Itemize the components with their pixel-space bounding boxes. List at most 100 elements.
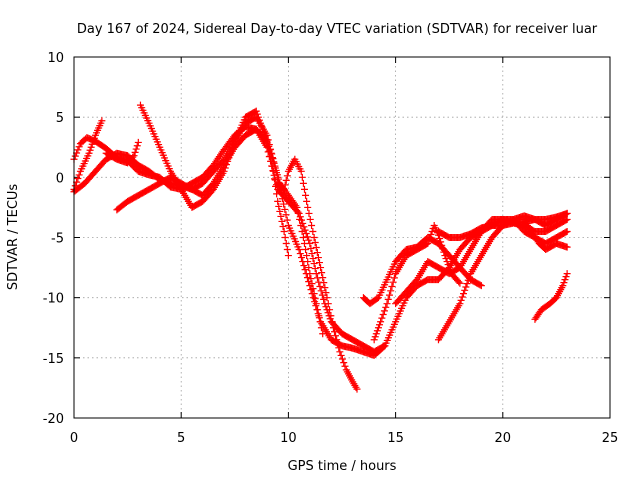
y-tick-label: -20 (43, 412, 64, 427)
data-point (304, 203, 312, 211)
data-point (380, 307, 388, 315)
data-point (306, 215, 314, 223)
data-point (263, 137, 271, 145)
data-point (260, 129, 268, 137)
data-point (277, 212, 285, 220)
data-point (265, 142, 273, 150)
data-point (314, 254, 322, 262)
data-point (463, 280, 471, 288)
data-point (315, 259, 323, 267)
data-point (307, 275, 315, 283)
series-track-14 (531, 270, 571, 323)
data-point (389, 278, 397, 286)
data-point (340, 359, 348, 367)
data-point (262, 136, 270, 144)
data-point (327, 312, 335, 320)
data-point (461, 286, 469, 294)
data-point (303, 252, 311, 260)
data-point (324, 300, 332, 308)
data-point (300, 240, 308, 248)
data-point (300, 223, 308, 231)
data-point (226, 151, 234, 159)
data-point (220, 167, 228, 175)
data-point (303, 233, 311, 241)
data-point (341, 362, 349, 370)
data-point (476, 281, 484, 289)
data-point (309, 255, 317, 263)
data-point (266, 146, 274, 154)
data-point (280, 227, 288, 235)
data-point (379, 311, 387, 319)
data-point (323, 294, 331, 302)
data-point (464, 276, 472, 284)
y-tick-labels: -20 -15 -10 -5 0 5 10 (43, 51, 64, 427)
data-point (562, 273, 570, 281)
data-point (563, 209, 571, 217)
data-point (273, 171, 281, 179)
data-point (311, 239, 319, 247)
data-point (442, 255, 450, 263)
series-track-13 (520, 215, 571, 254)
data-point (563, 215, 571, 223)
data-point (563, 243, 571, 251)
data-point (563, 227, 571, 235)
data-point (322, 289, 330, 297)
data-point (312, 270, 320, 278)
data-point (71, 152, 79, 160)
data-point (390, 274, 398, 282)
series-track-5 (136, 101, 327, 338)
data-point (332, 332, 340, 340)
data-point (334, 340, 342, 348)
data-point (318, 291, 326, 299)
data-point (282, 176, 290, 184)
data-point (317, 287, 325, 295)
data-point (281, 205, 289, 213)
data-point (75, 171, 83, 179)
data-point (133, 142, 141, 150)
data-point (317, 264, 325, 272)
data-point (261, 132, 269, 140)
data-point (270, 158, 278, 166)
data-point (255, 116, 263, 124)
data-point (316, 282, 324, 290)
data-point (222, 161, 230, 169)
x-tick-label: 5 (177, 431, 185, 446)
x-axis-label: GPS time / hours (288, 459, 397, 474)
data-point (283, 246, 291, 254)
chart-title: Day 167 of 2024, Sidereal Day-to-day VTE… (77, 22, 598, 37)
data-point (330, 328, 338, 336)
data-point (254, 113, 262, 121)
data-point (253, 110, 261, 118)
x-tick-labels: 0 5 10 15 20 25 (70, 431, 618, 446)
data-point (228, 144, 236, 152)
data-point (305, 236, 313, 244)
data-point (303, 197, 311, 205)
data-point (297, 167, 305, 175)
data-point (437, 238, 445, 246)
series-track-6 (102, 138, 142, 167)
data-point (293, 203, 301, 211)
data-point (224, 157, 232, 165)
data-point (309, 294, 317, 302)
data-point (309, 285, 317, 293)
y-axis-label: SDTVAR / TECUs (6, 184, 21, 291)
y-tick-label: -15 (43, 352, 64, 367)
data-point (310, 234, 318, 241)
data-point (264, 139, 272, 147)
data-point (459, 290, 467, 298)
data-point (377, 318, 385, 326)
data-point (441, 252, 449, 260)
data-point (315, 312, 323, 320)
data-point (299, 179, 307, 187)
data-point (296, 215, 304, 223)
data-point (444, 261, 452, 269)
data-point (298, 173, 306, 181)
series-track-12 (434, 209, 571, 241)
data-point (257, 119, 265, 127)
data-point (302, 229, 310, 237)
data-point (225, 154, 233, 162)
data-point (292, 202, 300, 210)
data-point (309, 227, 317, 235)
plot-frame (73, 56, 611, 419)
data-point (438, 241, 446, 249)
